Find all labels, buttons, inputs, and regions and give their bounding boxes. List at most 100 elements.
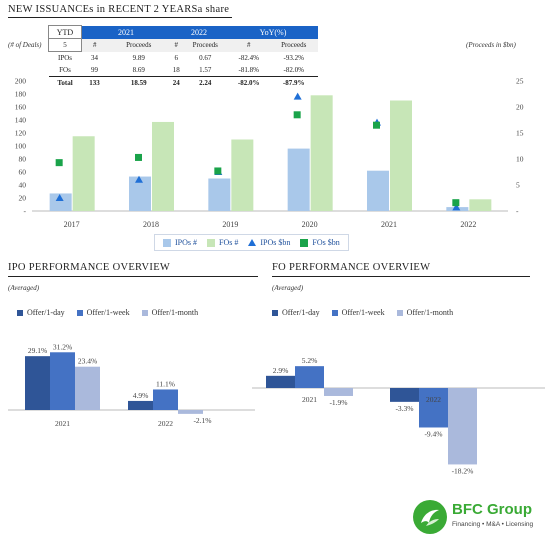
logo-tagline: Financing • M&A • Licensing — [452, 521, 534, 528]
total-row: Total 133 18.59 24 2.24 -82.0% -87.9% — [48, 76, 318, 89]
legend-item: Offer/1-month — [396, 308, 453, 317]
fo-count-bar — [390, 100, 412, 211]
data-label: 29.1% — [28, 346, 47, 355]
table-cell: 18 — [172, 66, 180, 74]
legend-swatch — [76, 309, 83, 316]
legend-label: Offer/1-week — [86, 308, 130, 317]
right-tick-label: 5 — [516, 181, 520, 190]
fo-perf-underline — [272, 276, 530, 277]
legend-label: Offer/1-month — [151, 308, 199, 317]
legend-label: FOs # — [219, 238, 239, 247]
fo-perf-subtitle: (Averaged) — [272, 284, 304, 292]
table-cell: 8.69 — [132, 66, 145, 74]
left-tick-label: 60 — [19, 168, 27, 177]
data-label: 5.2% — [302, 356, 318, 365]
fo-count-bar — [469, 199, 492, 211]
ytd-header-row: YTD 2021 2022 YoY(%) — [48, 25, 318, 39]
row-label: FOs — [59, 66, 71, 74]
left-tick-label: - — [24, 207, 27, 216]
ipo-count-bar — [129, 176, 151, 211]
right-tick-label: 25 — [516, 77, 524, 86]
fo-perf-legend: Offer/1-day Offer/1-week Offer/1-month — [272, 308, 453, 317]
ytd-table: YTD 2021 2022 YoY(%) 5 # Proceeds # Proc… — [48, 25, 318, 89]
legend-item: IPOs $bn — [248, 238, 290, 247]
logo-emblem-icon — [413, 500, 447, 534]
left-tick-label: 20 — [19, 194, 27, 203]
legend-swatch — [396, 309, 403, 316]
fos-count-swatch — [207, 238, 216, 247]
category-label: 2022 — [426, 395, 441, 404]
performance-bar — [153, 389, 178, 410]
yoy-header: YoY(%) — [228, 25, 318, 39]
fo-proceeds-marker — [214, 167, 222, 175]
left-tick-label: 120 — [15, 129, 27, 138]
category-label: 2021 — [55, 419, 70, 428]
right-tick-label: 10 — [516, 155, 524, 164]
right-tick-label: - — [516, 207, 519, 216]
legend-item: FOs $bn — [300, 238, 340, 247]
ipo-proceeds-marker — [55, 194, 64, 201]
x-tick-label: 2020 — [302, 220, 318, 229]
table-cell: 0.67 — [199, 53, 212, 62]
data-label: 31.2% — [53, 342, 72, 351]
table-cell: 24 — [170, 76, 183, 89]
right-tick-label: 15 — [516, 129, 524, 138]
performance-bar — [75, 366, 100, 410]
subheader-cell: Proceeds — [269, 38, 318, 52]
table-cell: -82.4% — [238, 53, 259, 62]
table-cell: 6 — [174, 53, 179, 62]
page-title: NEW ISSUANCEs in RECENT 2 YEARSa share — [8, 4, 230, 15]
year-2022-header: 2022 — [170, 25, 228, 39]
left-tick-label: 200 — [15, 77, 27, 86]
legend-item: Offer/1-week — [331, 308, 385, 317]
data-label: 4.9% — [133, 391, 149, 400]
table-cell: 99 — [90, 66, 98, 74]
fo-proceeds-marker — [55, 159, 63, 167]
legend-swatch — [17, 309, 23, 316]
ipo-proceeds-marker — [293, 92, 302, 100]
ipo-count-bar — [208, 178, 231, 211]
bfc-logo: BFC Group Financing • M&A • Licensing — [412, 497, 542, 537]
performance-bar — [50, 352, 75, 410]
left-axis-note: (# of Deals) — [8, 41, 42, 49]
main-legend: IPOs # FOs # IPOs $bn FOs $bn — [154, 234, 349, 251]
ipo-count-bar — [367, 170, 389, 211]
logo-name: BFC Group — [452, 501, 532, 518]
table-row: IPOs 34 9.89 6 0.67 -82.4% -93.2% — [49, 52, 319, 65]
data-label: -2.1% — [193, 416, 211, 425]
data-label: 11.1% — [156, 379, 175, 388]
left-tick-label: 80 — [19, 155, 27, 164]
legend-swatch — [141, 309, 148, 316]
square-icon — [300, 238, 309, 247]
data-label: 2.9% — [273, 366, 289, 375]
fo-proceeds-marker — [293, 111, 301, 119]
ipo-proceeds-marker — [452, 203, 461, 211]
title-underline — [8, 17, 232, 18]
fo-count-bar — [152, 121, 174, 211]
performance-bar — [324, 388, 353, 396]
triangle-icon — [248, 239, 257, 246]
table-cell: 1.57 — [199, 66, 212, 74]
fo-count-bar — [72, 136, 95, 211]
legend-label: IPOs $bn — [260, 238, 291, 247]
performance-bar — [419, 388, 448, 428]
legend-item: Offer/1-week — [76, 308, 130, 317]
ipo-perf-subtitle: (Averaged) — [8, 284, 40, 292]
row-label: IPOs — [57, 54, 72, 62]
ipo-count-bar — [49, 193, 72, 211]
legend-swatch — [331, 309, 338, 316]
x-tick-label: 2018 — [143, 220, 159, 229]
x-tick-label: 2019 — [222, 220, 238, 229]
performance-bar — [128, 400, 153, 410]
subheader-cell: Proceeds — [182, 38, 228, 52]
issuance-chart: - 20 40 60 80 100 120 140 160 180 200 - 5 10 15 20 25 201… — [15, 77, 524, 230]
ytd-header-cell: YTD — [48, 25, 82, 39]
legend-label: Offer/1-day — [27, 308, 65, 317]
table-cell: -82.0% — [228, 76, 270, 89]
table-cell: 133 — [81, 76, 108, 89]
fo-count-bar — [231, 139, 254, 211]
performance-bar — [266, 375, 295, 388]
data-label: -1.9% — [329, 398, 347, 407]
ipo-performance-chart: 29.1% 31.2% 23.4% 2021 4.9% 11.1% -2.1% 2022 — [8, 342, 255, 428]
data-label: -18.2% — [452, 466, 474, 475]
